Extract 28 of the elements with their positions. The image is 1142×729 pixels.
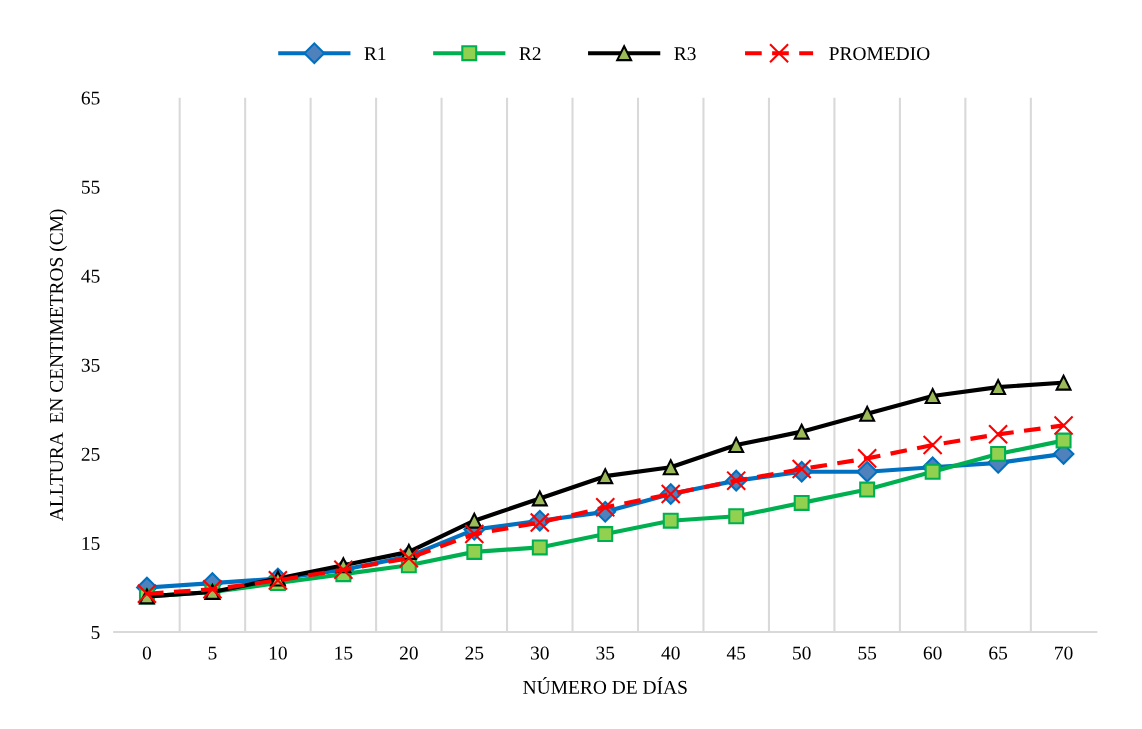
x-tick-label: 35 [596, 646, 615, 660]
x-tick-label: 40 [661, 646, 680, 660]
x-tick-label: 50 [793, 646, 811, 660]
x-tick-label: 30 [530, 646, 549, 660]
y-tick-label: 65 [81, 91, 100, 105]
y-tick-label: 55 [82, 180, 100, 194]
legend-label: R1 [364, 47, 386, 61]
x-tick-label: 10 [269, 646, 287, 660]
legend-label: R3 [674, 47, 696, 61]
x-tick-label: 25 [465, 646, 484, 660]
legend-label: PROMEDIO [829, 47, 930, 61]
x-tick-label: 15 [335, 646, 353, 660]
y-tick-label: 45 [81, 269, 100, 283]
x-axis-title: NÚMERO DE DÍAS [523, 677, 687, 694]
x-tick-label: 45 [726, 646, 746, 660]
y-tick-label: 25 [81, 447, 100, 461]
x-tick-label: 20 [399, 646, 418, 660]
x-tick-label: 65 [989, 646, 1008, 660]
x-tick-label: 60 [923, 646, 942, 660]
x-tick-label: 0 [142, 646, 152, 660]
y-tick-label: 35 [81, 358, 100, 372]
x-tick-label: 5 [208, 646, 217, 660]
x-tick-label: 55 [858, 646, 877, 660]
y-tick-label: 15 [82, 536, 100, 550]
y-tick-label: 5 [91, 626, 100, 639]
legend-label: R2 [519, 47, 541, 61]
y-axis-title: ALLTURA EN CENTIMETROS (CM) [49, 209, 67, 521]
x-tick-label: 70 [1055, 646, 1073, 660]
